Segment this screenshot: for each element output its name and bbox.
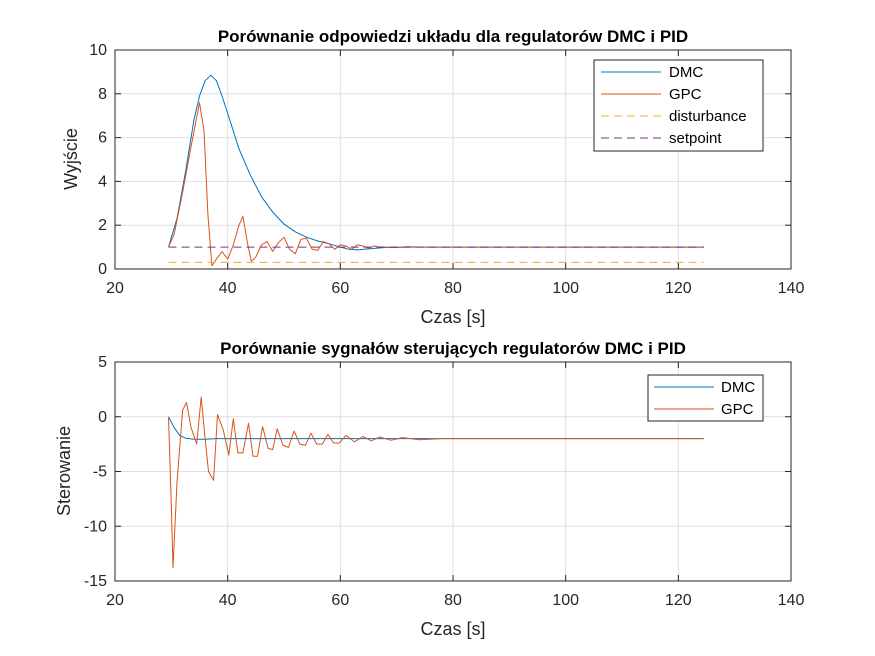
y-tick-label: -15 (84, 573, 107, 590)
x-tick-label: 80 (444, 592, 462, 609)
chart-title-top: Porównanie odpowiedzi układu dla regulat… (218, 27, 688, 46)
y-tick-label: 5 (98, 354, 107, 371)
legend-label-dmc-bottom: DMC (721, 379, 755, 396)
y-tick-label: 6 (98, 130, 107, 147)
series-line-dmc (168, 74, 704, 251)
x-tick-label: 60 (331, 280, 349, 297)
x-tick-label: 20 (106, 280, 124, 297)
x-tick-label: 80 (444, 280, 462, 297)
x-tick-label: 140 (778, 280, 805, 297)
legend-label-setpoint: setpoint (669, 130, 722, 147)
y-axis-label-top: Wyjście (61, 128, 81, 190)
legend-label-gpc-bottom: GPC (721, 401, 754, 418)
y-axis-label-bottom: Sterowanie (54, 426, 74, 516)
x-tick-label: 100 (552, 280, 579, 297)
ticks-top: 20 40 60 80 100 120 140 0 2 4 6 8 10 (89, 42, 804, 297)
x-axis-label-top: Czas [s] (420, 307, 485, 327)
x-tick-label: 60 (331, 592, 349, 609)
y-tick-label: 10 (89, 42, 107, 59)
ticks-bottom: 20 40 60 80 100 120 140 -15 -10 -5 0 5 (84, 354, 805, 609)
series-top (168, 74, 704, 267)
chart-bottom: 20 40 60 80 100 120 140 -15 -10 -5 0 5 Porównanie s… (54, 339, 804, 639)
legend-box-top (593, 59, 764, 152)
series-bottom (168, 396, 704, 569)
chart-title-bottom: Porównanie sygnałów sterujących regulato… (220, 339, 686, 358)
y-tick-label: 0 (98, 409, 107, 426)
series-line-dmc (168, 416, 704, 440)
x-tick-label: 40 (219, 280, 237, 297)
legend-label-gpc: GPC (669, 86, 702, 103)
x-tick-label: 100 (552, 592, 579, 609)
y-tick-label: 0 (98, 261, 107, 278)
series-line-gpc (168, 396, 704, 569)
y-tick-label: 8 (98, 86, 107, 103)
legend-label-dmc: DMC (669, 64, 703, 81)
y-tick-label: -5 (93, 464, 107, 481)
legend-top: DMC GPC disturbance setpoint (593, 59, 764, 152)
y-tick-label: -10 (84, 518, 107, 535)
x-tick-label: 120 (665, 592, 692, 609)
x-axis-label-bottom: Czas [s] (420, 619, 485, 639)
chart-top: 20 40 60 80 100 120 140 0 2 4 6 8 10 Porównanie odpo… (61, 27, 804, 327)
y-tick-label: 2 (98, 217, 107, 234)
x-tick-label: 140 (778, 592, 805, 609)
x-tick-label: 40 (219, 592, 237, 609)
legend-label-disturbance: disturbance (669, 108, 747, 125)
legend-bottom: DMC GPC (647, 374, 764, 422)
y-tick-label: 4 (98, 173, 107, 190)
x-tick-label: 20 (106, 592, 124, 609)
legend-box-bottom (647, 374, 764, 422)
x-tick-label: 120 (665, 280, 692, 297)
